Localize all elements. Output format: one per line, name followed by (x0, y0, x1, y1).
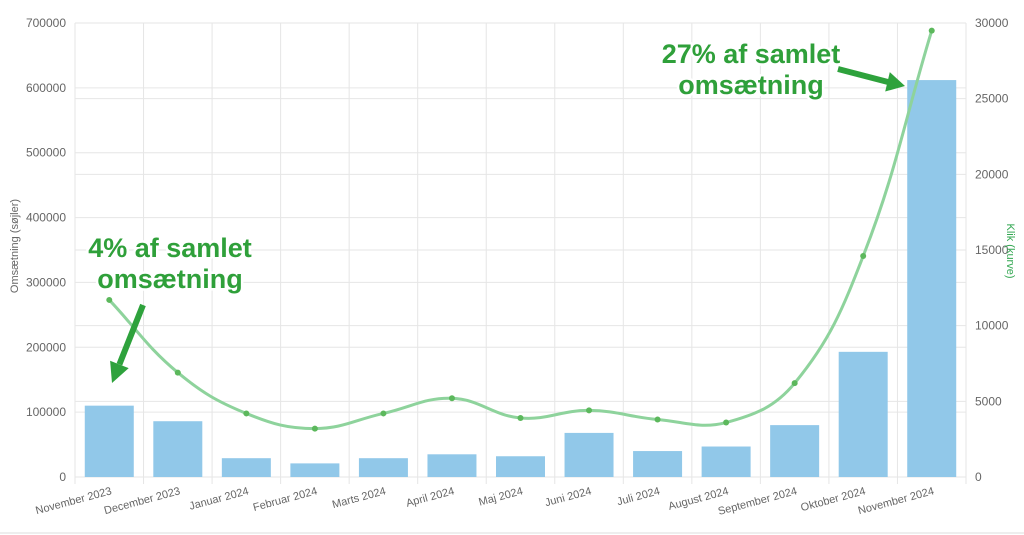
clicks-point-oktober-2024 (860, 253, 867, 260)
x-tick-label-april-2024: April 2024 (405, 485, 456, 509)
clicks-point-januar-2024 (243, 410, 250, 417)
grid-lines (74, 22, 967, 484)
x-tick-label-marts-2024: Marts 2024 (331, 485, 387, 511)
clicks-point-september-2024 (791, 380, 798, 387)
bar-april-2024 (427, 454, 477, 477)
y-tick-label-400000: 400000 (26, 211, 66, 225)
annotation-line-1: 4% af samlet (88, 233, 252, 263)
clicks-point-marts-2024 (380, 410, 387, 417)
x-tick-label-oktober-2024: Oktober 2024 (799, 485, 866, 514)
y2-tick-label-15000: 15000 (975, 243, 1009, 257)
bar-juli-2024 (633, 451, 683, 477)
arrow-head-icon (885, 72, 905, 92)
annotation-arrow-shaft (116, 303, 146, 366)
x-tick-label-juni-2024: Juni 2024 (544, 485, 593, 509)
annotation-line-2: omsætning (97, 264, 243, 294)
y2-tick-label-5000: 5000 (975, 394, 1002, 408)
y-tick-label-0: 0 (59, 470, 66, 484)
left-axis-tick-labels: 0 100000 200000 300000 400000 500000 600000 700… (26, 16, 66, 484)
y-tick-label-200000: 200000 (26, 340, 66, 354)
x-tick-label-januar-2024: Januar 2024 (188, 485, 250, 512)
clicks-point-august-2024 (723, 419, 730, 426)
clicks-point-december-2023 (174, 369, 181, 376)
x-tick-label-december-2023: December 2023 (103, 485, 182, 517)
right-axis-title: Klik (kurve) (1004, 223, 1016, 278)
y2-tick-label-0: 0 (975, 470, 982, 484)
right-axis-tick-labels: 0 5000 10000 15000 20000 25000 30000 (975, 16, 1009, 484)
clicks-point-april-2024 (448, 395, 455, 402)
y2-tick-label-25000: 25000 (975, 92, 1009, 106)
annotation-november-2024: 27% af samlet omsætning (659, 37, 905, 103)
clicks-point-november-2024 (928, 27, 935, 34)
annotation-arrow-shaft (837, 66, 889, 85)
y-tick-label-300000: 300000 (26, 275, 66, 289)
clicks-point-juni-2024 (586, 407, 593, 414)
x-tick-label-november-2023: November 2023 (34, 485, 113, 517)
y2-tick-label-20000: 20000 (975, 167, 1009, 181)
bar-januar-2024 (221, 458, 271, 477)
clicks-point-juli-2024 (654, 416, 661, 423)
revenue-bars (84, 80, 957, 478)
clicks-point-november-2023 (106, 296, 113, 303)
x-tick-label-februar-2024: Februar 2024 (252, 485, 319, 514)
x-tick-label-november-2024: November 2024 (857, 485, 936, 517)
y2-tick-label-10000: 10000 (975, 319, 1009, 333)
annotation-line-2: omsætning (678, 70, 824, 100)
x-tick-label-maj-2024: Maj 2024 (477, 485, 524, 508)
y-tick-label-100000: 100000 (26, 405, 66, 419)
bar-maj-2024 (496, 456, 545, 477)
y-tick-label-700000: 700000 (26, 16, 66, 30)
left-axis-title: Omsætning (søjler) (9, 199, 21, 293)
bar-november-2024 (907, 80, 957, 478)
bar-juni-2024 (564, 432, 614, 477)
y2-tick-label-30000: 30000 (975, 16, 1009, 30)
y-tick-label-600000: 600000 (26, 81, 66, 95)
arrow-head-icon (110, 360, 129, 383)
y-tick-label-500000: 500000 (26, 146, 66, 160)
bar-september-2024 (770, 425, 820, 477)
bar-november-2023 (84, 405, 134, 477)
bar-december-2023 (153, 421, 203, 477)
x-tick-label-juli-2024: Juli 2024 (616, 485, 662, 508)
bar-oktober-2024 (838, 351, 888, 477)
clicks-point-maj-2024 (517, 414, 524, 421)
clicks-points (106, 27, 935, 432)
x-tick-label-september-2024: September 2024 (717, 485, 799, 518)
bar-august-2024 (701, 446, 751, 477)
bar-marts-2024 (358, 458, 408, 477)
annotation-line-1: 27% af samlet (662, 39, 841, 69)
bar-februar-2024 (290, 463, 340, 477)
annotation-november-2023: 4% af samlet omsætning (86, 231, 254, 383)
clicks-point-februar-2024 (311, 425, 318, 432)
